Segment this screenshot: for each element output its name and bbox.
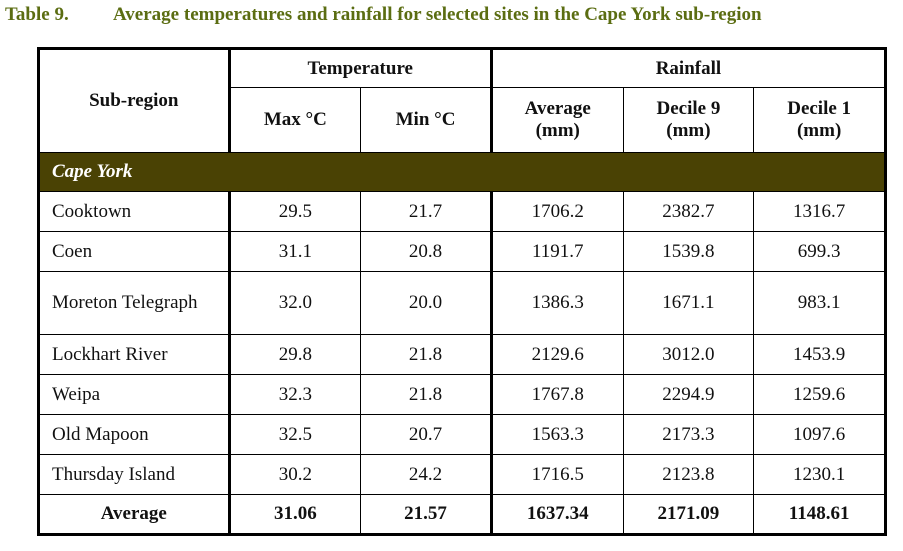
- average-row: Average 31.06 21.57 1637.34 2171.09 1148…: [38, 494, 886, 535]
- cell: 699.3: [753, 231, 886, 272]
- header-min: Min °C: [360, 87, 492, 153]
- cell: 29.5: [227, 191, 362, 232]
- cell: 29.8: [227, 334, 362, 375]
- cell: 1767.8: [489, 374, 624, 415]
- table-row: Lockhart River 29.8 21.8 2129.6 3012.0 1453.9: [38, 334, 886, 375]
- cell: 2294.9: [622, 374, 755, 415]
- cell: 2173.3: [622, 414, 755, 455]
- cell: 31.06: [227, 494, 362, 535]
- cell: 1230.1: [753, 454, 886, 495]
- header-max: Max °C: [227, 87, 362, 153]
- site-name: Thursday Island: [38, 454, 230, 495]
- header-rainfall: Rainfall: [489, 48, 887, 88]
- cell: 1563.3: [489, 414, 624, 455]
- header-temperature: Temperature: [227, 48, 492, 88]
- cell: 20.0: [360, 271, 492, 335]
- site-name: Coen: [38, 231, 230, 272]
- cell: 30.2: [227, 454, 362, 495]
- table-row: Cooktown 29.5 21.7 1706.2 2382.7 1316.7: [38, 191, 886, 232]
- cell: 1706.2: [489, 191, 624, 232]
- header-subregion: Sub-region: [38, 48, 230, 153]
- cell: 1539.8: [622, 231, 755, 272]
- cell: 2123.8: [622, 454, 755, 495]
- header-decile9: Decile 9 (mm): [622, 87, 755, 153]
- cell: 20.7: [360, 414, 492, 455]
- cell: 32.3: [227, 374, 362, 415]
- cell: 1148.61: [753, 494, 886, 535]
- header-decile1: Decile 1 (mm): [753, 87, 886, 153]
- cell: 1671.1: [622, 271, 755, 335]
- cell: 1259.6: [753, 374, 886, 415]
- cell: 2171.09: [622, 494, 755, 535]
- cell: 3012.0: [622, 334, 755, 375]
- climate-table: Sub-region Temperature Rainfall Max °C M…: [37, 47, 887, 536]
- cell: 21.8: [360, 374, 492, 415]
- cell: 21.7: [360, 191, 492, 232]
- table-caption: Table 9. Average temperatures and rainfal…: [5, 4, 762, 26]
- cell: 32.0: [227, 271, 362, 335]
- cell: 20.8: [360, 231, 492, 272]
- cell: 21.8: [360, 334, 492, 375]
- cell: 1316.7: [753, 191, 886, 232]
- table-number: Table 9.: [5, 4, 69, 25]
- cell: 32.5: [227, 414, 362, 455]
- site-name: Cooktown: [38, 191, 230, 232]
- table-row: Coen 31.1 20.8 1191.7 1539.8 699.3: [38, 231, 886, 272]
- table-row: Old Mapoon 32.5 20.7 1563.3 2173.3 1097.6: [38, 414, 886, 455]
- cell: 1097.6: [753, 414, 886, 455]
- cell: 1453.9: [753, 334, 886, 375]
- cell: 2382.7: [622, 191, 755, 232]
- cell: 983.1: [753, 271, 886, 335]
- table-row: Moreton Telegraph 32.0 20.0 1386.3 1671.1 983…: [38, 271, 886, 335]
- cell: 1716.5: [489, 454, 624, 495]
- cell: 24.2: [360, 454, 492, 495]
- header-average: Average (mm): [489, 87, 624, 153]
- cell: 1386.3: [489, 271, 624, 335]
- cell: 21.57: [360, 494, 492, 535]
- average-label: Average: [38, 494, 230, 535]
- table-row: Weipa 32.3 21.8 1767.8 2294.9 1259.6: [38, 374, 886, 415]
- cell: 1191.7: [489, 231, 624, 272]
- group-row: Cape York: [38, 152, 886, 192]
- site-name: Weipa: [38, 374, 230, 415]
- site-name: Lockhart River: [38, 334, 230, 375]
- cell: 31.1: [227, 231, 362, 272]
- site-name: Old Mapoon: [38, 414, 230, 455]
- site-name: Moreton Telegraph: [38, 271, 230, 335]
- group-label: Cape York: [38, 152, 886, 192]
- table-title: Average temperatures and rainfall for se…: [113, 4, 762, 25]
- cell: 1637.34: [489, 494, 624, 535]
- cell: 2129.6: [489, 334, 624, 375]
- table-row: Thursday Island 30.2 24.2 1716.5 2123.8 1230.…: [38, 454, 886, 495]
